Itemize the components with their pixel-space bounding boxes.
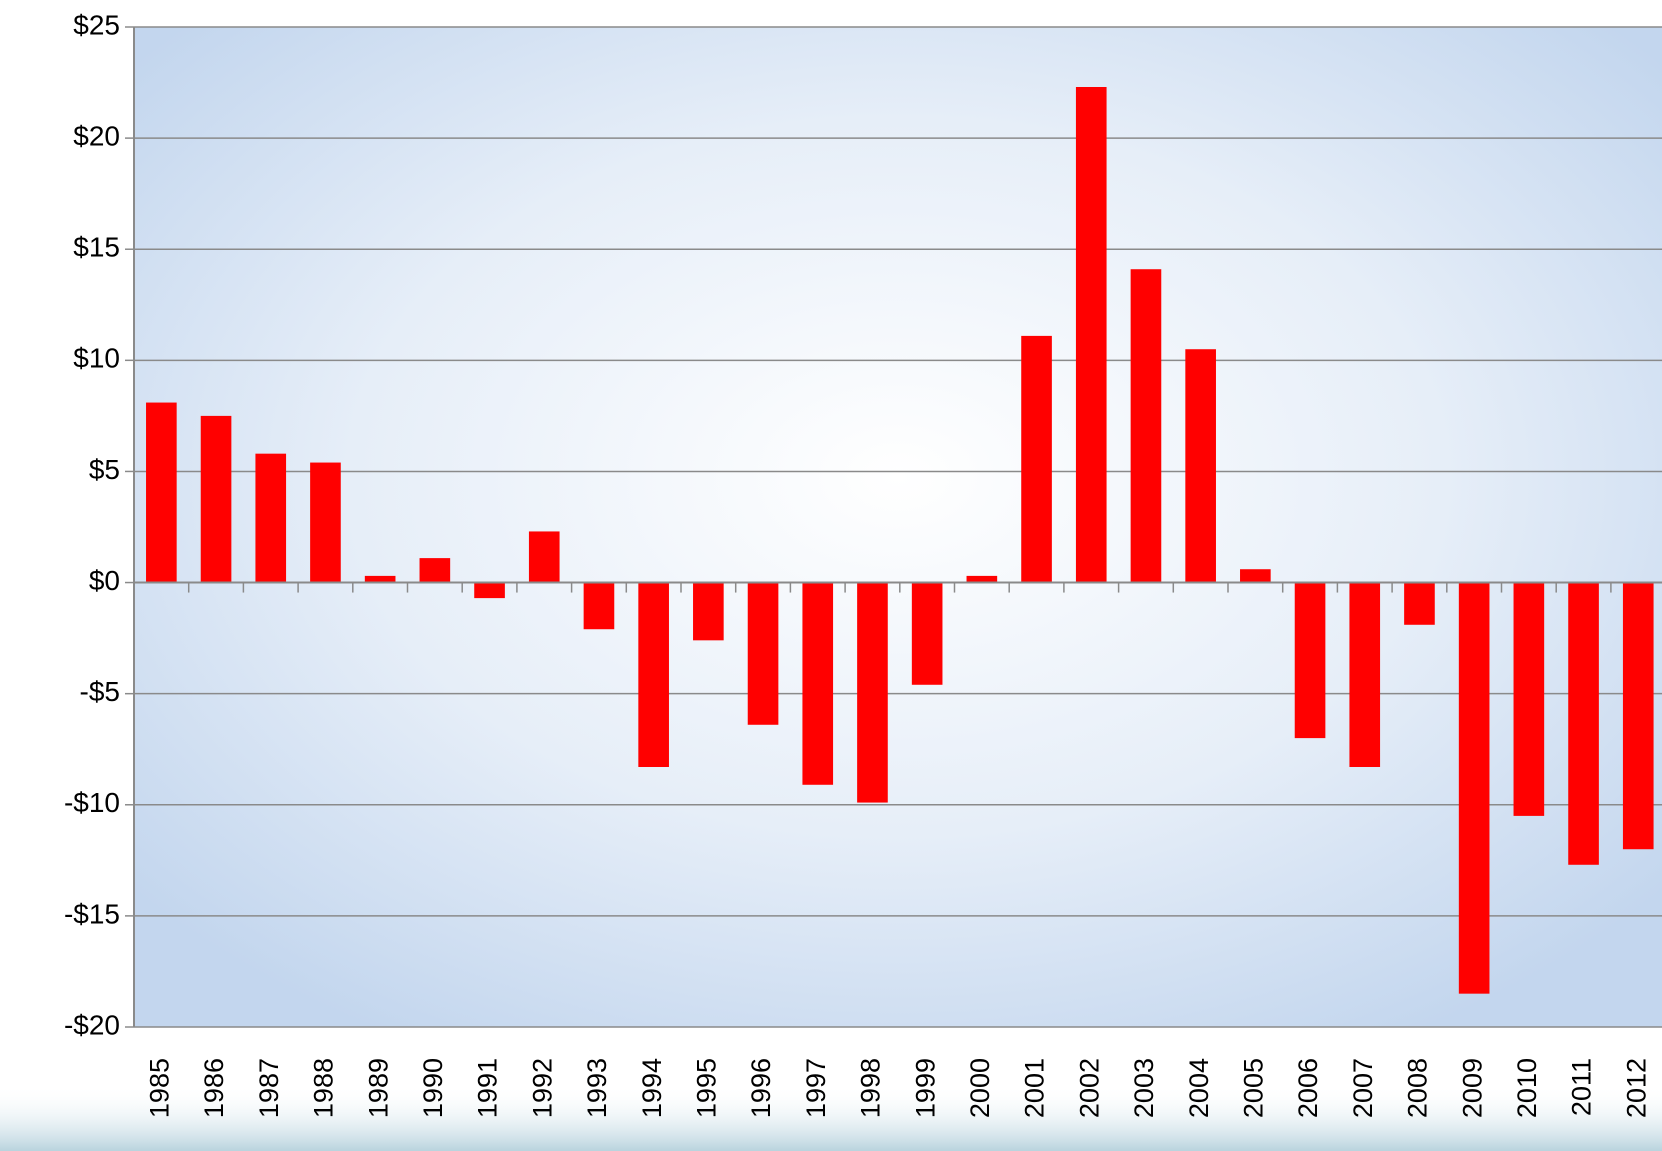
bar [802, 582, 834, 785]
y-tick-label: $0 [89, 565, 120, 596]
plot-area [134, 27, 1662, 1027]
x-tick-label: 1996 [746, 1058, 776, 1118]
x-tick-label: 2006 [1293, 1058, 1323, 1118]
bar [1075, 87, 1107, 583]
bar [1240, 569, 1271, 583]
x-tick-label: 1994 [637, 1058, 667, 1118]
y-tick-label: $25 [73, 9, 120, 40]
axes: -$20 -$15 -$10 -$5 $0 $5 $10 $15 $20 $25 1985 1986 1… [64, 9, 1662, 1118]
x-tick-label: 1989 [363, 1058, 393, 1118]
bar [1513, 582, 1545, 816]
bar [693, 582, 724, 641]
y-tick-label: -$5 [80, 676, 120, 707]
bar [1349, 582, 1381, 767]
bar [857, 582, 888, 803]
bar [419, 558, 451, 583]
bar [638, 582, 669, 767]
bar [583, 582, 615, 630]
bar [146, 402, 177, 583]
bar [528, 531, 560, 583]
bar [747, 582, 779, 725]
x-tick-label: 2007 [1348, 1058, 1378, 1118]
bar [1185, 349, 1216, 583]
y-tick-label: $15 [73, 232, 120, 263]
bar [1458, 582, 1490, 994]
x-tick-label: 1997 [801, 1058, 831, 1118]
bar [364, 575, 396, 583]
x-tick-label: 2001 [1020, 1058, 1050, 1118]
x-tick-label: 1999 [910, 1058, 940, 1118]
footer-band [0, 1085, 1662, 1151]
x-tick-label: 2003 [1129, 1058, 1159, 1118]
bar [255, 453, 287, 583]
y-tick-label: $5 [89, 454, 120, 485]
x-tick-label: 1985 [144, 1058, 174, 1118]
x-tick-label: 1990 [418, 1058, 448, 1118]
y-tick-label: -$15 [64, 898, 120, 929]
bar [911, 582, 943, 685]
x-tick-label: 1993 [582, 1058, 612, 1118]
y-tick-label: -$10 [64, 787, 120, 818]
x-tick-label: 1991 [473, 1058, 503, 1118]
bar [1130, 269, 1162, 583]
x-tick-label: 1986 [199, 1058, 229, 1118]
y-tick-label: -$20 [64, 1009, 120, 1040]
bar [1622, 582, 1654, 850]
x-tick-label: 1998 [856, 1058, 886, 1118]
x-tick-label: 2011 [1567, 1058, 1597, 1116]
y-tick-label: $10 [73, 343, 120, 374]
x-tick-label: 2005 [1238, 1058, 1268, 1118]
bar [200, 415, 232, 583]
x-tick-label: 2010 [1512, 1058, 1542, 1118]
bar [1404, 582, 1435, 625]
x-tick-label: 1987 [254, 1058, 284, 1118]
x-tick-label: 2002 [1074, 1058, 1104, 1118]
bars [146, 87, 1654, 994]
x-tick-label: 2000 [965, 1058, 995, 1118]
bar [1294, 582, 1326, 739]
x-tick-label: 2009 [1457, 1058, 1487, 1118]
bar [310, 462, 341, 583]
x-tick-label: 1992 [527, 1058, 557, 1118]
y-tick-label: $20 [73, 121, 120, 152]
x-tick-label: 2004 [1184, 1058, 1214, 1118]
x-tick-label: 1988 [309, 1058, 339, 1118]
bar [474, 582, 505, 599]
bar [1021, 335, 1052, 583]
x-tick-label: 2012 [1621, 1058, 1651, 1118]
bar [1568, 582, 1599, 865]
bar [966, 575, 998, 583]
grid [134, 26, 1662, 1028]
x-tick-label: 1995 [691, 1058, 721, 1118]
x-tick-label: 2008 [1403, 1058, 1433, 1118]
